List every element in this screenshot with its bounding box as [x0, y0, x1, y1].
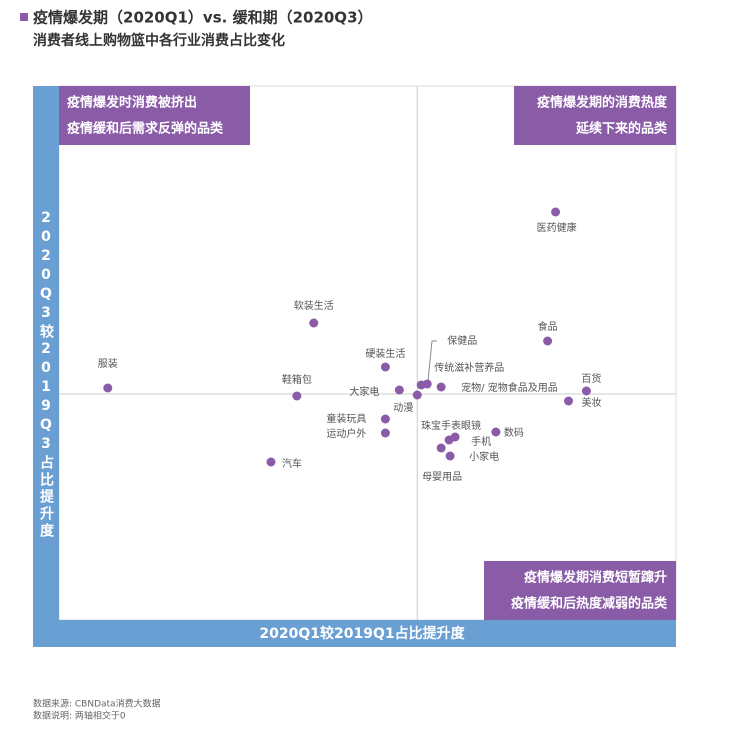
- point-label: 大家电: [349, 385, 379, 398]
- point: [436, 382, 446, 392]
- point-label: 小家电: [469, 450, 499, 463]
- point: [412, 390, 422, 400]
- point: [380, 414, 390, 424]
- quadrant-text: 疫情缓和后热度减弱的品类: [511, 596, 668, 612]
- x-axis-label: 2020Q1较2019Q1占比提升度: [259, 625, 465, 642]
- point-label: 硬装生活: [365, 347, 405, 360]
- point: [103, 383, 113, 393]
- quadrant-text: 疫情爆发期的消费热度: [537, 95, 668, 111]
- point-label: 珠宝手表眼镜: [421, 419, 481, 432]
- quadrant-text: 疫情爆发时消费被挤出: [67, 95, 197, 111]
- point-label: 医药健康: [537, 221, 577, 234]
- point: [292, 391, 302, 401]
- point: [445, 451, 455, 461]
- y-axis-label: 2020Q3较2019Q3占比提升度: [38, 210, 54, 540]
- point: [394, 385, 404, 395]
- point: [551, 207, 561, 217]
- point: [266, 457, 276, 467]
- point-label: 汽车: [282, 457, 302, 470]
- quadrant-text: 延续下来的品类: [575, 121, 668, 137]
- point: [436, 443, 446, 453]
- point: [309, 318, 319, 328]
- point-label: 软装生活: [294, 299, 334, 312]
- point: [444, 435, 454, 445]
- point-label: 运动户外: [326, 427, 366, 440]
- point-label: 动漫: [393, 402, 413, 414]
- point-label: 手机: [471, 435, 491, 448]
- x-axis-bar: [33, 620, 676, 647]
- point: [543, 336, 553, 346]
- leader-line: [427, 340, 437, 382]
- point: [564, 396, 574, 406]
- chart-subtitle: 消费者线上购物篮中各行业消费占比变化: [33, 32, 285, 49]
- point-label: 母婴用品: [422, 471, 462, 483]
- point-label: 保健品: [447, 334, 477, 347]
- point-label: 食品: [538, 320, 558, 333]
- point: [380, 362, 390, 372]
- point: [491, 427, 501, 437]
- point-label: 服装: [98, 357, 118, 370]
- point-label: 百货: [581, 372, 601, 385]
- point-label: 宠物/ 宠物食品及用品: [461, 381, 558, 394]
- quadrant-box: [514, 86, 676, 145]
- y-axis-bar: [33, 86, 59, 647]
- point: [380, 428, 390, 438]
- title-bullet: [20, 13, 28, 21]
- quadrant-box: [59, 86, 250, 145]
- quadrant-text: 疫情缓和后需求反弹的品类: [67, 121, 224, 137]
- point-label: 数码: [504, 426, 524, 439]
- footnote: 数据来源: CBNData消费大数据: [33, 698, 161, 710]
- point-label: 美妆: [582, 396, 602, 409]
- quadrant-text: 疫情爆发期消费短暂蹿升: [524, 570, 667, 586]
- point: [581, 386, 591, 396]
- footnote: 数据说明: 两轴相交于0: [33, 710, 126, 722]
- chart-title: 疫情爆发期（2020Q1）vs. 缓和期（2020Q3）: [33, 9, 373, 27]
- quadrant-box: [484, 561, 676, 620]
- point-label: 童装玩具: [326, 412, 366, 425]
- point-label: 鞋箱包: [282, 373, 312, 386]
- point: [416, 380, 426, 390]
- point-label: 传统滋补营养品: [434, 361, 504, 374]
